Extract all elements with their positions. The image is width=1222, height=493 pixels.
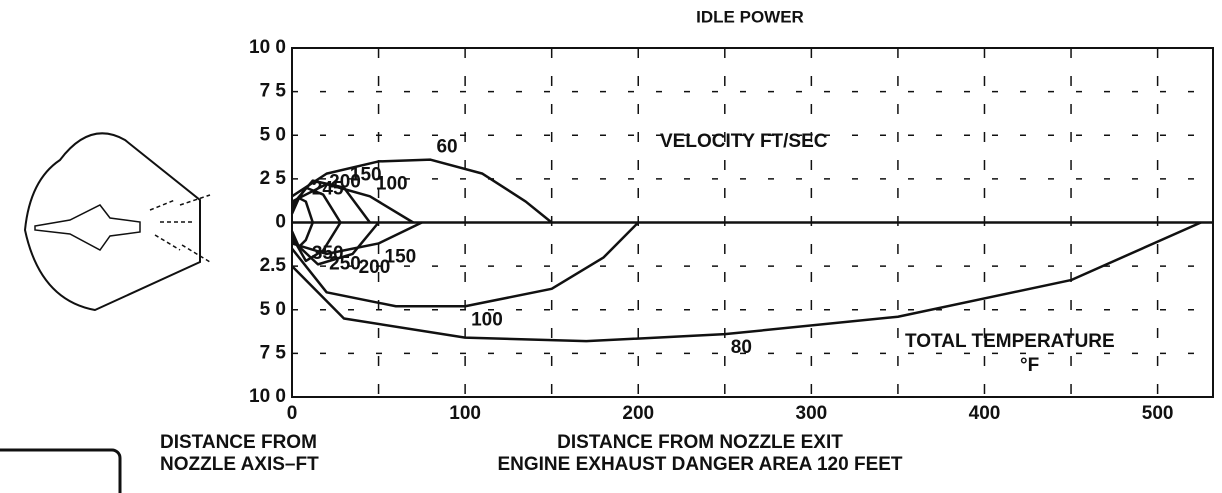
x-tick-label: 100: [449, 403, 481, 424]
x-tick-label: 200: [622, 403, 654, 424]
contour-label: 100: [376, 173, 408, 194]
y-tick-label: 7 5: [260, 81, 287, 102]
y-tick-label: 5 0: [260, 299, 286, 320]
x-tick-label: 300: [796, 403, 828, 424]
x-tick-label: 500: [1142, 403, 1174, 424]
y-tick-label: 0: [275, 212, 286, 233]
y-axis-label: DISTANCE FROM: [160, 432, 317, 453]
y-tick-label: 2.5: [260, 255, 287, 276]
y-tick-label: 2 5: [260, 168, 287, 189]
annotation: °F: [1020, 355, 1039, 376]
x-tick-label: 400: [969, 403, 1001, 424]
contour-label: 100: [471, 309, 503, 330]
y-tick-label: 5 0: [260, 124, 286, 145]
chart-title: IDLE POWER: [696, 7, 804, 26]
annotation: TOTAL TEMPERATURE: [905, 331, 1115, 352]
contour-label: 80: [731, 337, 752, 358]
y-tick-label: 10 0: [249, 386, 286, 407]
y-tick-label: 10 0: [249, 37, 286, 58]
y-axis-label: NOZZLE AXIS–FT: [160, 454, 319, 475]
contour-label: 60: [436, 137, 457, 158]
contour-label: 150: [385, 246, 417, 267]
x-axis-label: DISTANCE FROM NOZZLE EXIT: [557, 432, 843, 453]
annotation: VELOCITY FT/SEC: [660, 131, 828, 152]
x-axis-label: ENGINE EXHAUST DANGER AREA 120 FEET: [497, 454, 902, 475]
aircraft-diagram: [25, 133, 210, 310]
chart: IDLE POWER VELOCITY FT/SEC TOTAL TEMPERA…: [0, 0, 1222, 493]
contour-line: [292, 223, 1201, 342]
cropped-box: [0, 450, 120, 493]
y-tick-label: 7 5: [260, 342, 287, 363]
x-tick-label: 0: [287, 403, 298, 424]
